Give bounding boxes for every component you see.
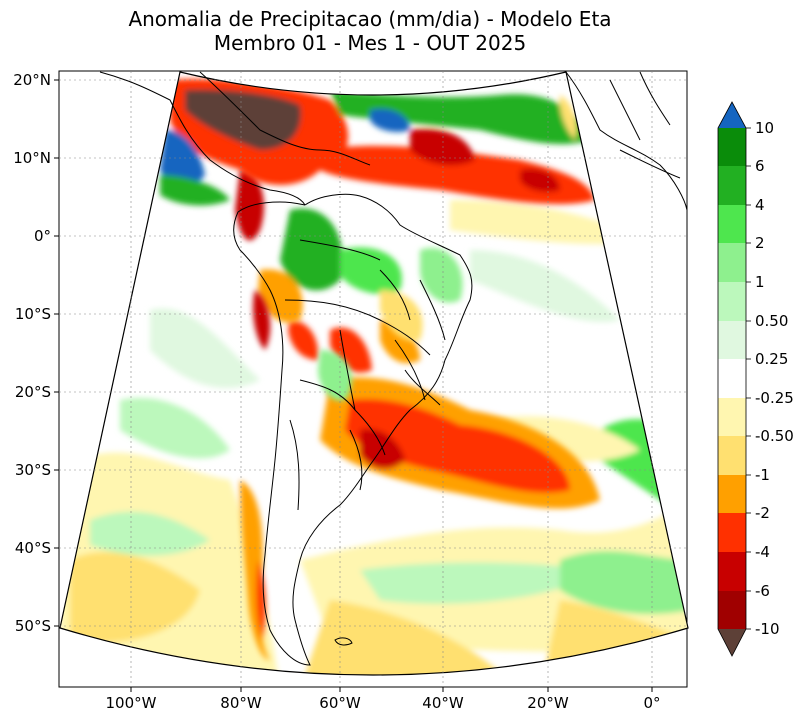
lat-tick-label: 40°S	[15, 539, 51, 557]
lat-tick-label: 20°S	[15, 383, 51, 401]
colorbar-segment	[718, 513, 746, 552]
colorbar-tick-label: -0.50	[755, 427, 794, 445]
colorbar-tick-label: -2	[755, 504, 770, 522]
colorbar-tick-label: 0.25	[755, 350, 788, 368]
colorbar-segment	[718, 475, 746, 513]
colorbar-tick-label: 4	[755, 196, 765, 214]
colorbar-segment	[718, 128, 746, 166]
colorbar-segment	[718, 436, 746, 475]
latitude-axis: 20°N 10°N 0° 10°S 20°S 30°S 40°S 50°S	[13, 71, 59, 635]
longitude-axis: 100°W 80°W 60°W 40°W 20°W 0°	[106, 687, 661, 712]
colorbar-under-arrow	[718, 629, 746, 656]
lon-tick-label: 80°W	[220, 694, 262, 712]
colorbar-segment	[718, 398, 746, 436]
lon-tick-label: 40°W	[422, 694, 464, 712]
colorbar: 10 6 4 2 1 0.50 0.25 -0.25 -0.50 -1 -2 -…	[717, 101, 794, 657]
colorbar-segment	[718, 205, 746, 243]
colorbar-over-arrow	[718, 102, 746, 128]
lat-tick-label: 10°S	[15, 305, 51, 323]
lat-tick-label: 50°S	[15, 617, 51, 635]
lat-tick-label: 30°S	[15, 461, 51, 479]
colorbar-segment	[718, 552, 746, 591]
lon-tick-label: 0°	[643, 694, 660, 712]
lon-tick-label: 20°W	[527, 694, 569, 712]
colorbar-tick-label: -4	[755, 543, 770, 561]
anomaly-field	[60, 72, 688, 675]
model-domain-outline	[59, 71, 689, 676]
colorbar-tick-label: 2	[755, 234, 765, 252]
colorbar-tick-label: -0.25	[755, 389, 794, 407]
map-title-line-1: Anomalia de Precipitacao (mm/dia) - Mode…	[128, 7, 612, 31]
colorbar-segment	[718, 166, 746, 205]
lat-tick-label: 0°	[34, 227, 51, 245]
lon-tick-label: 60°W	[319, 694, 361, 712]
lat-tick-label: 20°N	[13, 71, 51, 89]
colorbar-segment	[718, 282, 746, 321]
colorbar-segment	[718, 321, 746, 359]
colorbar-segment	[718, 243, 746, 282]
coastlines-and-borders	[99, 71, 688, 666]
colorbar-tick-label: 1	[755, 273, 765, 291]
lon-tick-label: 100°W	[106, 694, 157, 712]
colorbar-tick-label: -6	[755, 582, 770, 600]
colorbar-tick-label: 6	[755, 157, 765, 175]
colorbar-tick-label: 10	[755, 119, 774, 137]
colorbar-tick-label: -10	[755, 620, 780, 638]
lat-tick-label: 10°N	[13, 149, 51, 167]
colorbar-segment	[718, 359, 746, 398]
colorbar-tick-label: -1	[755, 466, 770, 484]
map-title-line-2: Membro 01 - Mes 1 - OUT 2025	[213, 31, 527, 55]
colorbar-segment	[718, 591, 746, 629]
colorbar-tick-label: 0.50	[755, 312, 788, 330]
